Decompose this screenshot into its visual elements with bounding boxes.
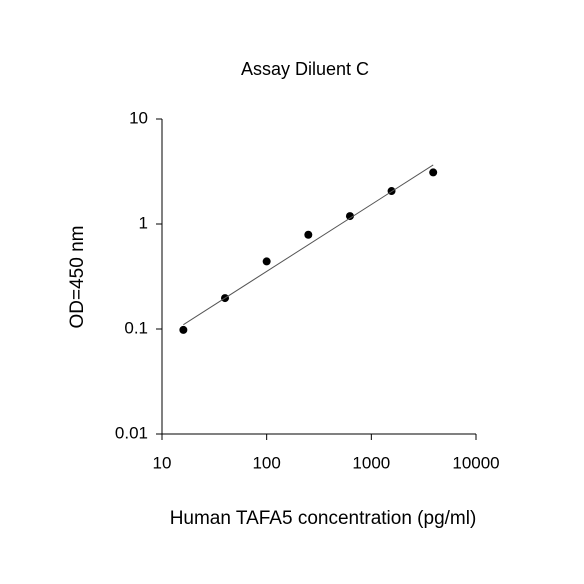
- data-point: [304, 230, 313, 239]
- y-tick-label: 0.01: [115, 423, 148, 442]
- x-tick-label: 10000: [452, 453, 499, 472]
- y-tick-label: 0.1: [124, 318, 148, 337]
- x-tick-label: 10: [153, 453, 172, 472]
- y-axis-label: OD=450 nm: [67, 226, 88, 329]
- data-point: [429, 168, 438, 177]
- data-point: [345, 212, 354, 221]
- x-axis-label: Human TAFA5 concentration (pg/ml): [170, 508, 477, 529]
- data-point: [262, 257, 271, 266]
- x-tick-label: 1000: [352, 453, 390, 472]
- y-tick-label: 1: [139, 213, 148, 232]
- data-point: [179, 325, 188, 334]
- x-tick-label: 100: [252, 453, 280, 472]
- fit-line: [183, 164, 434, 326]
- chart-title: Assay Diluent C: [241, 59, 369, 79]
- y-tick-label: 10: [129, 108, 148, 127]
